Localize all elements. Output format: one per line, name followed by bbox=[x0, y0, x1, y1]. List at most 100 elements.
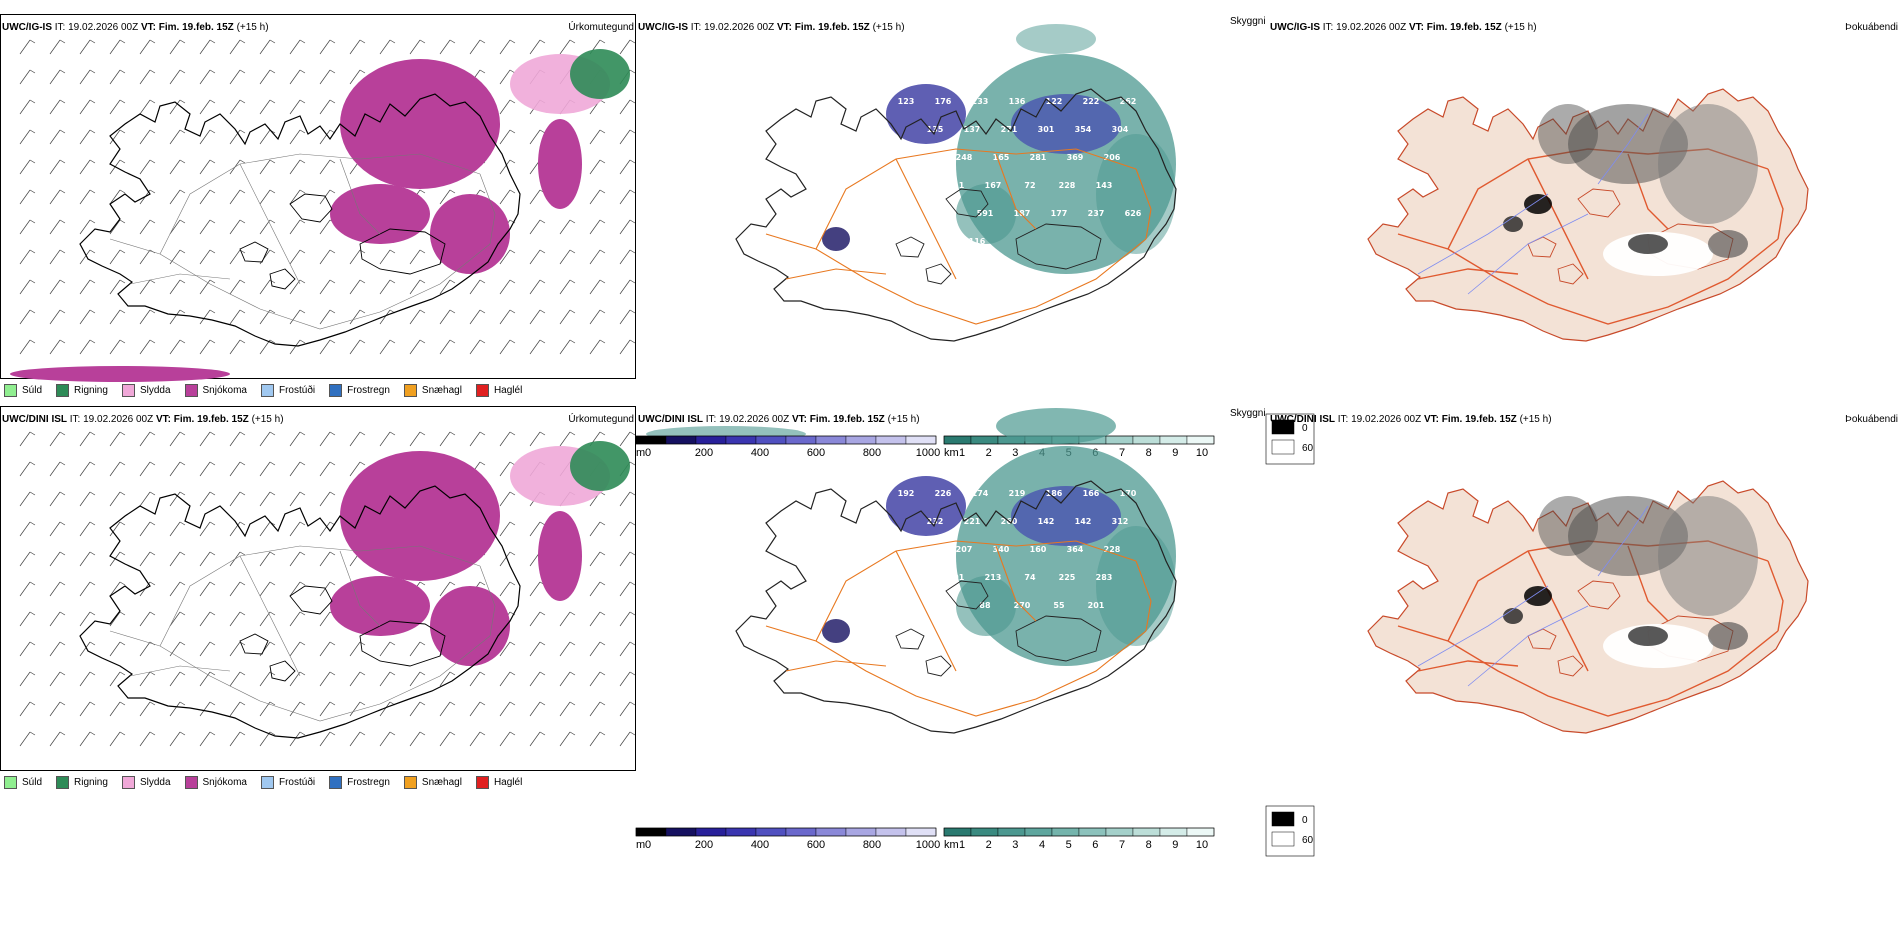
wind-barb bbox=[379, 641, 396, 657]
wind-barb bbox=[79, 219, 96, 235]
wind-barb bbox=[319, 189, 336, 205]
wind-barb bbox=[49, 431, 66, 447]
colorbar-tick: 4 bbox=[1039, 839, 1045, 851]
wind-barb bbox=[289, 431, 306, 447]
wind-barb bbox=[559, 701, 576, 717]
wind-barb bbox=[349, 671, 366, 687]
wind-barb bbox=[409, 339, 426, 355]
wind-barb bbox=[259, 219, 276, 235]
iceland-coastline bbox=[79, 485, 521, 739]
wind-barb bbox=[139, 129, 156, 145]
wind-barb bbox=[499, 339, 516, 355]
glacier-outline bbox=[925, 263, 952, 285]
colorbar-tick: 10 bbox=[1196, 839, 1208, 851]
wind-barb bbox=[19, 581, 36, 597]
wind-barb bbox=[289, 99, 306, 115]
height-label: 228 bbox=[1059, 181, 1076, 190]
iceland-map bbox=[79, 93, 521, 347]
wind-barb bbox=[49, 189, 66, 205]
wind-barb bbox=[289, 279, 306, 295]
wind-barb bbox=[379, 339, 396, 355]
height-label: 137 bbox=[964, 125, 981, 134]
fog-panel: UWC/DINI ISL IT: 19.02.2026 00Z VT: Fim.… bbox=[1268, 406, 1900, 786]
precip-overlay bbox=[19, 431, 636, 747]
height-label: 411 bbox=[919, 545, 936, 554]
legend-swatch bbox=[260, 384, 274, 397]
panel-title-precip: Úrkomutegund bbox=[568, 414, 634, 425]
wind-barb bbox=[19, 309, 36, 325]
wind-barb bbox=[619, 641, 636, 657]
wind-barb bbox=[109, 521, 126, 537]
wind-barb bbox=[19, 249, 36, 265]
wind-barb bbox=[229, 671, 246, 687]
height-label: 283 bbox=[1096, 573, 1113, 582]
colorbar-segment bbox=[997, 827, 1026, 837]
height-label: 168 bbox=[903, 209, 920, 218]
wind-barb bbox=[499, 159, 516, 175]
wind-barb bbox=[619, 611, 636, 627]
wind-barb bbox=[289, 731, 306, 747]
wind-barb bbox=[499, 671, 516, 687]
precip-overlay bbox=[10, 39, 636, 382]
wind-barb bbox=[259, 39, 276, 55]
wind-barb bbox=[229, 279, 246, 295]
height-label: 176 bbox=[935, 97, 952, 106]
wind-barb bbox=[289, 701, 306, 717]
wind-barb bbox=[619, 701, 636, 717]
wind-barb bbox=[199, 279, 216, 295]
wind-barb bbox=[109, 581, 126, 597]
wind-barb bbox=[289, 521, 306, 537]
colorbar-segment bbox=[665, 827, 697, 837]
wind-barb bbox=[169, 641, 186, 657]
wind-barb bbox=[139, 731, 156, 747]
road-line bbox=[1527, 158, 1589, 280]
init-time: 19.02.2026 00Z bbox=[1336, 22, 1407, 33]
wind-barb bbox=[289, 189, 306, 205]
weather-area bbox=[1658, 496, 1758, 616]
wind-barb bbox=[169, 129, 186, 145]
wind-barb bbox=[529, 701, 546, 717]
wind-barb bbox=[589, 339, 606, 355]
wind-barb bbox=[199, 551, 216, 567]
weather-area bbox=[1503, 608, 1523, 624]
height-label: 166 bbox=[1083, 489, 1100, 498]
wind-barb bbox=[289, 159, 306, 175]
wind-barb bbox=[19, 611, 36, 627]
wind-barb bbox=[289, 551, 306, 567]
wind-barb bbox=[589, 129, 606, 145]
wind-barb bbox=[199, 491, 216, 507]
valid-time: Fim. 19.feb. 15Z bbox=[1441, 414, 1517, 425]
wind-barb bbox=[349, 431, 366, 447]
wind-barb bbox=[169, 431, 186, 447]
wind-barb bbox=[79, 491, 96, 507]
height-label: 116 bbox=[969, 237, 986, 246]
wind-barb bbox=[259, 189, 276, 205]
wind-barb bbox=[619, 249, 636, 265]
colorbar-unit: km bbox=[944, 839, 959, 851]
glacier-outline bbox=[269, 268, 296, 290]
wind-barb bbox=[289, 641, 306, 657]
glacier-outline bbox=[945, 188, 989, 218]
weather-area bbox=[340, 59, 500, 189]
wind-barb bbox=[109, 249, 126, 265]
valid-time: Fim. 19.feb. 15Z bbox=[1426, 22, 1502, 33]
wind-barb bbox=[139, 279, 156, 295]
wind-barb bbox=[49, 39, 66, 55]
wind-barb bbox=[439, 189, 456, 205]
fog-key: 0 60 bbox=[1265, 413, 1315, 465]
legend-label: Rigning bbox=[74, 777, 108, 788]
height-label: 626 bbox=[1125, 209, 1142, 218]
init-time: 19.02.2026 00Z bbox=[1351, 414, 1422, 425]
colorbar-tick: 9 bbox=[1172, 447, 1178, 459]
road-line bbox=[895, 550, 957, 672]
height-label: 122 bbox=[1046, 97, 1063, 106]
wind-barb bbox=[499, 39, 516, 55]
colorbar-tick: 800 bbox=[863, 447, 881, 459]
legend-label: Snjókoma bbox=[202, 777, 247, 788]
wind-barb bbox=[199, 461, 216, 477]
wind-barb bbox=[79, 581, 96, 597]
wind-barb bbox=[439, 671, 456, 687]
height-label: 55 bbox=[1053, 601, 1065, 610]
wind-barb bbox=[439, 581, 456, 597]
wind-barb bbox=[79, 189, 96, 205]
